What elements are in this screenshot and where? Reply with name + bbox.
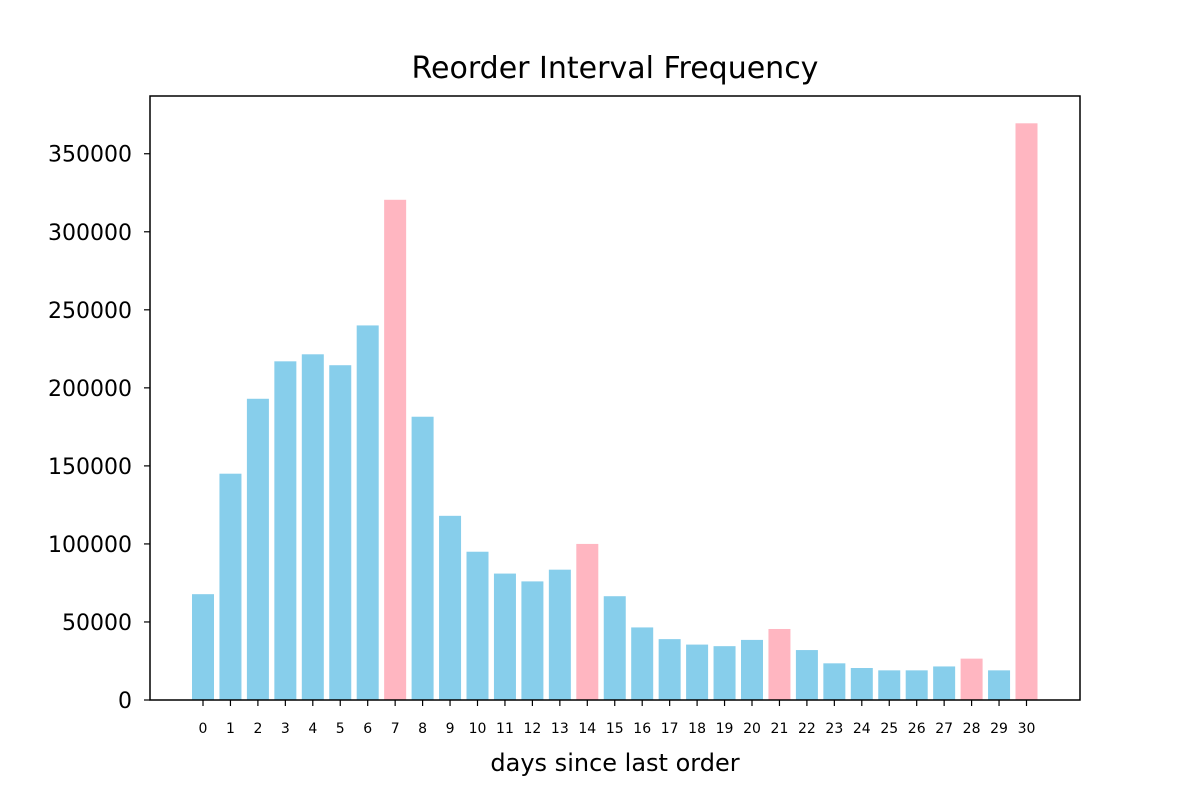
x-tick-label: 28 [963, 721, 981, 737]
bar-day-28 [960, 658, 983, 700]
x-tick-label: 3 [281, 721, 290, 737]
bar-day-11 [493, 573, 516, 700]
bar-day-13 [548, 569, 571, 700]
x-tick-label: 5 [336, 721, 345, 737]
bar-day-3 [274, 361, 297, 700]
y-tick-label: 0 [118, 689, 132, 714]
bar-day-14 [576, 543, 599, 700]
bar-day-24 [850, 668, 873, 700]
chart-title: Reorder Interval Frequency [412, 51, 819, 86]
x-tick-label: 8 [418, 721, 427, 737]
y-axis: 0 50000 100000 150000 200000 250000 300000 3500… [48, 143, 150, 714]
x-tick-label: 13 [551, 721, 569, 737]
bar-day-5 [329, 365, 352, 700]
x-tick-label: 21 [771, 721, 789, 737]
x-tick-label: 20 [743, 721, 761, 737]
bar-day-29 [988, 670, 1011, 700]
x-tick-label: 30 [1018, 721, 1036, 737]
y-tick-label: 250000 [48, 299, 132, 324]
y-tick-label: 150000 [48, 455, 132, 480]
bar-day-22 [795, 650, 818, 700]
x-tick-label: 19 [716, 721, 734, 737]
y-tick-label: 300000 [48, 221, 132, 246]
bar-day-1 [219, 473, 242, 700]
x-tick-label: 11 [496, 721, 514, 737]
bar-day-16 [631, 627, 654, 700]
x-tick-label: 27 [935, 721, 953, 737]
bar-day-6 [356, 325, 379, 700]
x-tick-label: 4 [308, 721, 317, 737]
bar-day-4 [301, 354, 324, 700]
bar-day-25 [878, 670, 901, 700]
x-tick-label: 16 [633, 721, 651, 737]
x-tick-label: 14 [578, 721, 596, 737]
x-tick-label: 18 [688, 721, 706, 737]
bar-day-15 [603, 596, 626, 700]
bar-day-18 [686, 644, 709, 700]
bar-day-12 [521, 581, 544, 700]
x-tick-label: 15 [606, 721, 624, 737]
x-axis-label: days since last order [490, 749, 739, 777]
bar-day-9 [439, 515, 462, 700]
x-tick-label: 24 [853, 721, 871, 737]
bar-day-23 [823, 663, 846, 700]
y-tick-label: 200000 [48, 377, 132, 402]
x-tick-label: 6 [363, 721, 372, 737]
x-tick-label: 12 [523, 721, 541, 737]
x-tick-label: 0 [199, 721, 208, 737]
bar-day-7 [384, 199, 407, 701]
bar-day-26 [905, 670, 928, 700]
x-tick-label: 26 [908, 721, 926, 737]
x-tick-label: 22 [798, 721, 816, 737]
bar-day-2 [246, 398, 269, 700]
bar-day-19 [713, 646, 736, 700]
x-tick-label: 23 [825, 721, 843, 737]
y-tick-label: 100000 [48, 533, 132, 558]
bar-day-0 [192, 594, 214, 700]
bar-day-20 [741, 639, 763, 700]
x-tick-label: 9 [446, 721, 455, 737]
bar-day-27 [933, 666, 956, 700]
x-tick-label: 1 [226, 721, 235, 737]
x-tick-label: 10 [469, 721, 487, 737]
bar-day-30 [1015, 123, 1038, 700]
x-tick-label: 29 [990, 721, 1008, 737]
bar-day-17 [658, 639, 681, 700]
bar-day-8 [411, 416, 434, 700]
bar-day-21 [768, 628, 791, 700]
x-tick-label: 17 [661, 721, 679, 737]
x-axis: 0 1 2 3 4 5 6 7 8 9 10 11 12 13 14 15 16 17 18 19 20 21 22 23 24… [199, 700, 1036, 737]
bar-day-10 [466, 551, 489, 700]
y-tick-label: 350000 [48, 143, 132, 168]
bars-group [192, 123, 1038, 701]
y-tick-label: 50000 [62, 611, 132, 636]
x-tick-label: 7 [391, 721, 400, 737]
x-tick-label: 25 [880, 721, 898, 737]
x-tick-label: 2 [253, 721, 262, 737]
